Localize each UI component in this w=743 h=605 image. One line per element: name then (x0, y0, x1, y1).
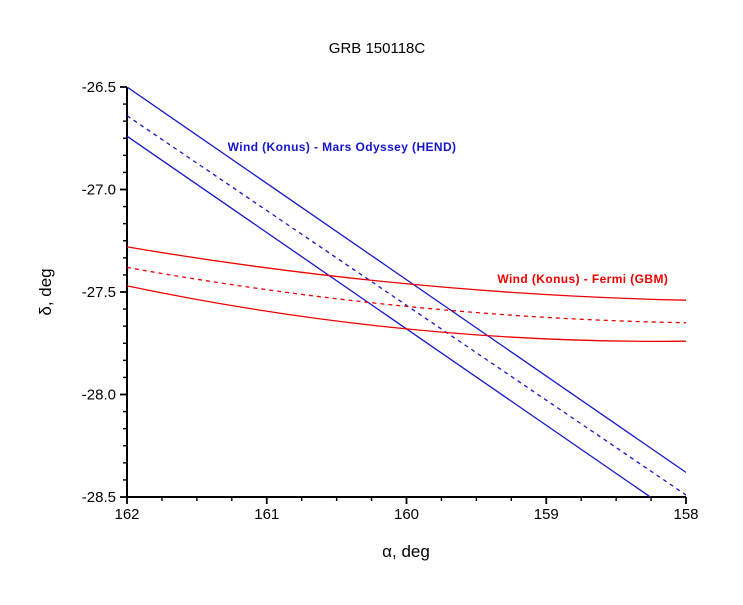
konus-gbm-annulus-center (127, 266, 686, 324)
konus-gbm-annulus-lower (127, 285, 686, 342)
label-konus-gbm: Wind (Konus) - Fermi (GBM) (497, 271, 669, 286)
chart-title: GRB 150118C (328, 40, 426, 57)
x-tick-label: 162 (114, 506, 139, 523)
x-axis-title: α, deg (382, 542, 430, 561)
x-tick-label: 158 (673, 506, 698, 523)
plot-area (127, 87, 686, 497)
konus-hend-annulus-center (127, 115, 686, 496)
konus-hend-annulus-lower (127, 135, 652, 497)
x-tick-label: 161 (254, 506, 279, 523)
label-konus-hend: Wind (Konus) - Mars Odyssey (HEND) (227, 140, 457, 155)
x-tick-label: 160 (394, 506, 419, 523)
x-tick-label: 159 (534, 506, 559, 523)
y-tick-label: -27.5 (82, 284, 116, 301)
y-tick-label: -28.5 (82, 489, 116, 506)
konus-gbm-annulus-upper (127, 246, 686, 301)
y-tick-label: -27.0 (82, 182, 116, 199)
konus-hend-annulus-upper (127, 87, 686, 473)
y-tick-label: -28.0 (82, 387, 116, 404)
y-tick-label: -26.5 (82, 79, 116, 96)
